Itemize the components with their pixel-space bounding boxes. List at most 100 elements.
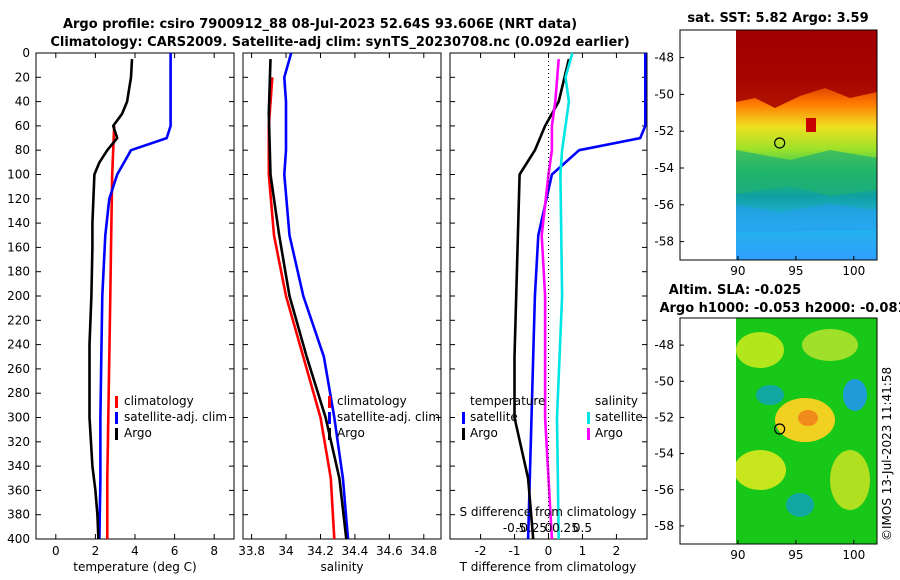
series-satellite-adj-clim: [98, 53, 172, 540]
sla-blob: [736, 332, 784, 368]
salinity-xlabel: salinity: [320, 560, 363, 574]
sst-blue-band: [736, 204, 877, 232]
map-y-tick-label: -50: [654, 374, 674, 388]
y-tick-label: 360: [7, 483, 30, 497]
map-x-tick-label: 95: [788, 548, 803, 562]
sla-blob: [802, 329, 858, 361]
s-tick-label: -0.5: [503, 521, 526, 535]
map-x-tick-label: 100: [842, 548, 865, 562]
series-salinity-satellite: [555, 52, 574, 540]
temperature-axes-box: [35, 52, 235, 540]
y-tick-label: 400: [7, 532, 30, 546]
salinity-legend: climatology satellite-adj. clim Argo: [328, 394, 440, 440]
series-climatology: [267, 77, 336, 540]
y-tick-label: 0: [22, 46, 30, 60]
legend-swatch-climatology: [328, 396, 331, 408]
sla-argo-marker: [774, 423, 786, 435]
legend-label-t-satellite: satellite: [470, 410, 518, 424]
map-y-tick-label: -52: [654, 410, 674, 424]
title-line-1: Argo profile: csiro 7900912_88 08-Jul-20…: [63, 17, 577, 32]
map-y-tick-label: -56: [654, 198, 674, 212]
difference-plot: -2 -1 0 1 2 T difference from climatology S …: [449, 52, 648, 574]
map-x-tick-label: 90: [730, 264, 745, 278]
x-tick-label: -2: [475, 544, 487, 558]
y-tick-label: 200: [7, 289, 30, 303]
y-tick-label: 160: [7, 240, 30, 254]
map-y-tick-label: -56: [654, 483, 674, 497]
map-y-tick-label: -54: [654, 161, 674, 175]
y-tick-label: 100: [7, 168, 30, 182]
map-y-tick-label: -58: [654, 235, 674, 249]
map-y-tick-label: -58: [654, 519, 674, 533]
x-tick-label: 0: [545, 544, 553, 558]
series-argo: [88, 59, 134, 540]
sla-map: Altim. SLA: -0.025 Argo h1000: -0.053 h2…: [654, 283, 900, 562]
sla-blob: [786, 493, 814, 517]
s-tick-label: 0.25: [552, 521, 579, 535]
legend-label-s-satellite: satellite: [595, 410, 643, 424]
legend-label-s-argo: Argo: [595, 426, 623, 440]
legend-label-climatology: climatology: [124, 394, 194, 408]
y-tick-label: 60: [15, 119, 30, 133]
y-tick-label: 340: [7, 459, 30, 473]
legend-swatch-s-satellite: [587, 412, 590, 424]
series-satellite-adj-clim: [282, 52, 350, 540]
x-tick-label: 33.8: [238, 544, 265, 558]
sst-spot: [806, 118, 816, 132]
sla-map-border: [679, 317, 878, 545]
series-argo: [267, 59, 348, 540]
x-tick-label: 8: [210, 544, 218, 558]
sla-blob: [843, 379, 867, 411]
sst-map-title: sat. SST: 5.82 Argo: 3.59: [687, 11, 868, 26]
sst-warm-region: [736, 30, 877, 108]
sla-blob: [756, 385, 784, 405]
y-tick-label: 20: [15, 70, 30, 84]
sla-blob: [798, 410, 818, 426]
temperature-xlabel: temperature (deg C): [73, 560, 196, 574]
x-tick-label: 2: [613, 544, 621, 558]
legend-swatch-t-satellite: [462, 412, 465, 424]
legend-swatch-t-argo: [462, 428, 465, 440]
legend-label-satellite: satellite-adj. clim: [337, 410, 440, 424]
x-tick-label: -1: [509, 544, 521, 558]
legend-label-satellite: satellite-adj. clim: [124, 410, 227, 424]
y-tick-label: 280: [7, 386, 30, 400]
x-tick-label: 34.6: [376, 544, 403, 558]
legend-title-salinity: salinity: [595, 394, 638, 408]
legend-label-climatology: climatology: [337, 394, 407, 408]
legend-swatch-satellite: [115, 412, 118, 424]
series-salinity-argo: [540, 58, 560, 540]
x-tick-label: 0: [52, 544, 60, 558]
salinity-plot: 33.8 34 34.2 34.4 34.6 34.8 salinity climatol…: [238, 52, 442, 574]
y-tick-label: 220: [7, 313, 30, 327]
s-tick-label: 0.5: [573, 521, 592, 535]
map-y-tick-label: -54: [654, 447, 674, 461]
map-x-tick-label: 95: [788, 264, 803, 278]
x-tick-label: 34.2: [307, 544, 334, 558]
sla-map-title-2: Argo h1000: -0.053 h2000: -0.081: [659, 301, 900, 316]
sst-map-border: [679, 29, 878, 261]
legend-title-temperature: temperature: [470, 394, 545, 408]
difference-legend: temperature satellite Argo salinity sate…: [462, 394, 643, 440]
series-climatology: [106, 125, 116, 539]
map-x-tick-label: 100: [842, 264, 865, 278]
sst-map: sat. SST: 5.82 Argo: 3.59 -48 -50 -52 -54 -5…: [654, 11, 878, 278]
x-tick-label: 2: [92, 544, 100, 558]
legend-swatch-satellite: [328, 412, 331, 424]
temperature-plot: 0204060801001201401601802002202402602803…: [7, 46, 235, 574]
x-tick-label: 34.4: [342, 544, 369, 558]
y-tick-label: 320: [7, 435, 30, 449]
map-y-tick-label: -50: [654, 87, 674, 101]
y-tick-label: 240: [7, 338, 30, 352]
temperature-legend: climatology satellite-adj. clim Argo: [115, 394, 227, 440]
x-tick-label: 1: [579, 544, 587, 558]
x-tick-label: 34.8: [410, 544, 437, 558]
y-tick-label: 80: [15, 143, 30, 157]
y-tick-label: 140: [7, 216, 30, 230]
legend-label-t-argo: Argo: [470, 426, 498, 440]
sla-field: [736, 318, 877, 544]
sst-field: [736, 30, 877, 260]
y-tick-label: 380: [7, 508, 30, 522]
s-tick-label: -0.25: [516, 521, 547, 535]
